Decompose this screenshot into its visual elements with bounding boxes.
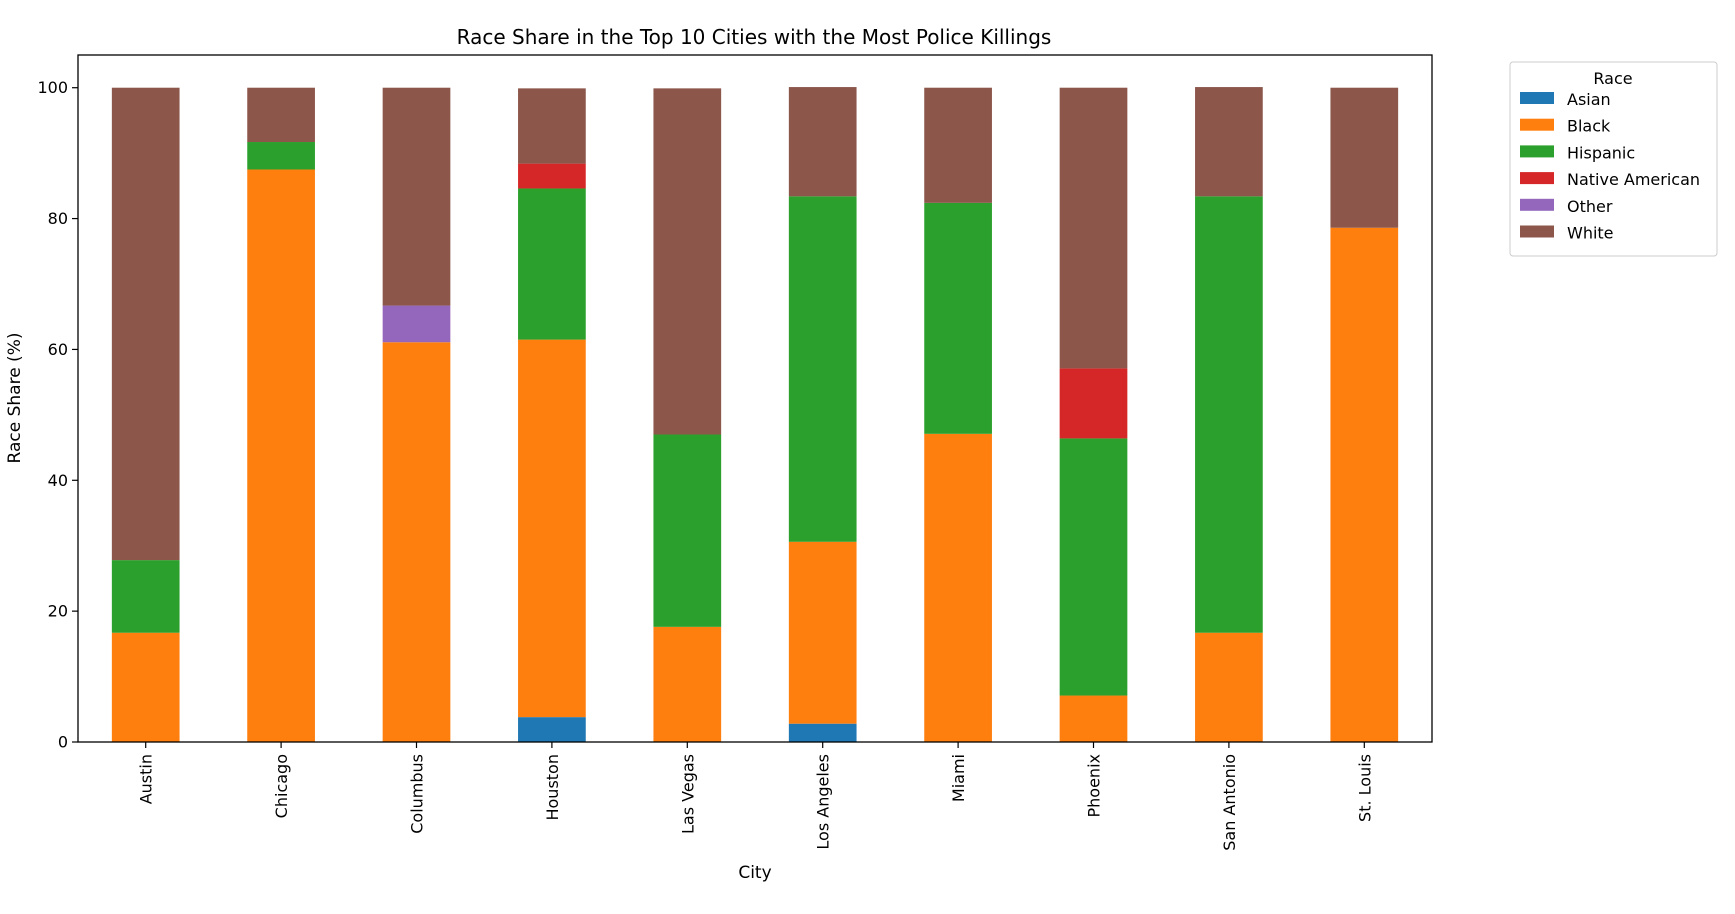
bar-segment — [1195, 632, 1263, 742]
x-tick-label: Austin — [137, 754, 156, 804]
x-tick-label: Miami — [949, 754, 968, 802]
bar-segment — [788, 541, 857, 724]
legend-swatch — [1520, 198, 1554, 211]
bar-segment — [518, 163, 586, 189]
bar-segment — [653, 88, 722, 435]
plot-frame — [77, 54, 1433, 743]
bar-segment — [1195, 87, 1263, 197]
bar-segment — [1059, 368, 1128, 439]
legend-title: Race — [1593, 69, 1632, 88]
bar-segment — [382, 87, 451, 306]
y-tick-label: 0 — [58, 733, 68, 752]
legend-label: White — [1567, 224, 1614, 243]
bar-segment — [518, 339, 586, 718]
legend-swatch — [1520, 118, 1554, 131]
bar-segment — [518, 188, 586, 340]
x-axis-title: City — [738, 863, 771, 883]
bar-segment — [111, 632, 180, 742]
bar-segment — [247, 169, 315, 742]
bar-segment — [382, 342, 451, 742]
x-tick-label: Houston — [543, 754, 562, 821]
x-tick-label: Las Vegas — [678, 754, 697, 834]
bar-segment — [1059, 87, 1128, 369]
chart-title: Race Share in the Top 10 Cities with the… — [457, 25, 1052, 49]
y-axis: 0 20 40 60 80 100 — [37, 78, 78, 752]
x-tick-label: St. Louis — [1355, 754, 1374, 822]
bar-segment — [1330, 227, 1399, 743]
bar-segment — [382, 305, 451, 343]
x-tick-label: San Antonio — [1220, 754, 1239, 851]
bar-segment — [1195, 196, 1263, 633]
legend-label: Hispanic — [1567, 143, 1635, 162]
x-axis: Austin Chicago Columbus Houston Las Vegas Los… — [137, 742, 1374, 851]
x-tick-label: Los Angeles — [814, 754, 833, 850]
bar-segment — [1330, 87, 1399, 228]
bar-segment — [653, 434, 722, 627]
y-tick-label: 100 — [37, 78, 68, 97]
bar-segment — [1059, 695, 1128, 742]
legend-items: Asian Black Hispanic Native American Other Wh… — [1520, 90, 1700, 243]
bar-segment — [788, 87, 857, 197]
bar-segment — [247, 87, 315, 143]
y-tick-label: 40 — [48, 471, 68, 490]
x-tick-label: Phoenix — [1085, 754, 1104, 817]
legend-frame — [1509, 61, 1718, 257]
bar-segment — [788, 723, 857, 742]
legend-swatch — [1520, 145, 1554, 158]
bar-segment — [1059, 438, 1128, 696]
bar-segment — [653, 626, 722, 742]
bars-layer — [111, 87, 1399, 743]
legend-label: Black — [1567, 117, 1611, 136]
bar-segment — [111, 560, 180, 633]
bar-segment — [247, 142, 315, 170]
bar-segment — [518, 88, 586, 164]
bar-segment — [788, 196, 857, 542]
y-axis-title: Race Share (%) — [5, 333, 25, 464]
bar-segment — [924, 87, 992, 203]
bar-segment — [924, 433, 992, 742]
x-tick-label: Columbus — [408, 754, 427, 834]
legend-label: Other — [1567, 197, 1613, 216]
legend-label: Native American — [1567, 170, 1700, 189]
x-tick-label: Chicago — [272, 754, 291, 818]
legend-swatch — [1520, 172, 1554, 185]
y-tick-label: 80 — [48, 209, 68, 228]
legend-swatch — [1520, 225, 1554, 238]
bar-segment — [924, 202, 992, 434]
y-tick-label: 20 — [48, 602, 68, 621]
y-tick-label: 60 — [48, 340, 68, 359]
legend-swatch — [1520, 92, 1554, 104]
bar-segment — [518, 717, 586, 742]
legend: Race Asian Black Hispanic Native American Ot… — [1509, 61, 1718, 257]
bar-segment — [111, 87, 180, 561]
legend-label: Asian — [1567, 90, 1611, 109]
